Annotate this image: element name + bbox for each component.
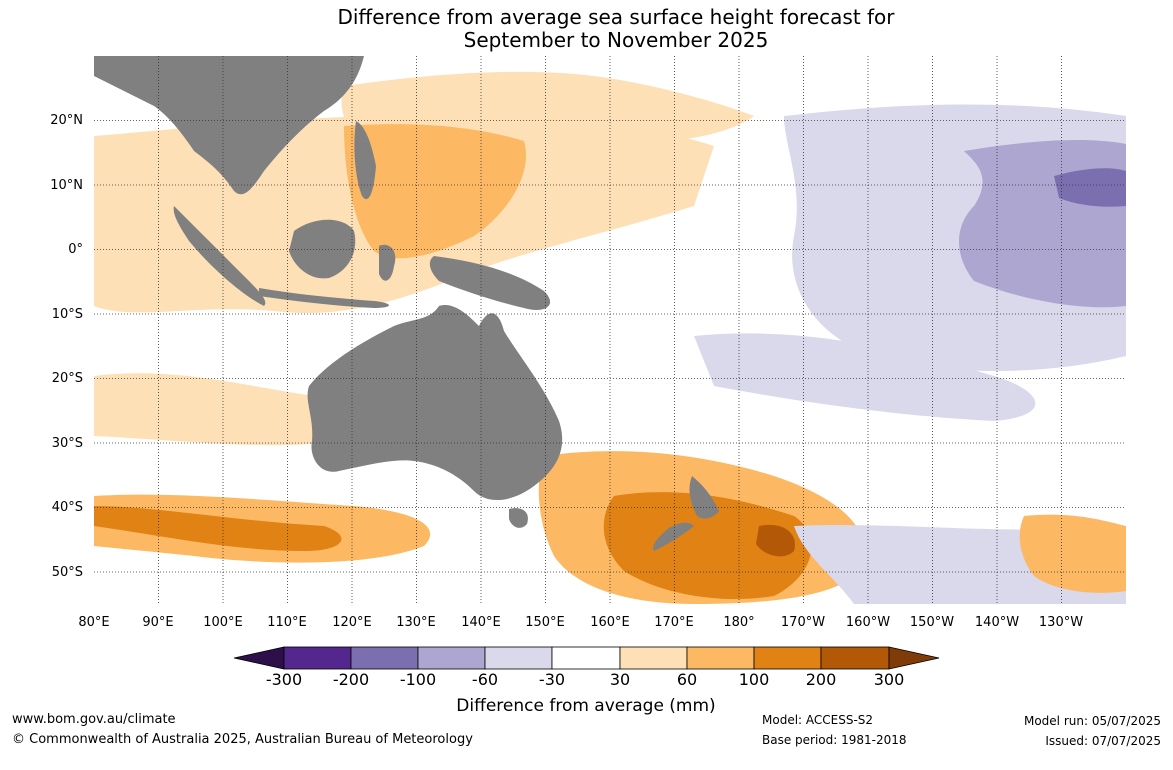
anomaly-tropical-south-pacific — [694, 333, 1036, 421]
title-line-2: September to November 2025 — [463, 28, 769, 52]
lat-label-20s: 20°S — [51, 371, 83, 386]
map-title: Difference from average sea surface heig… — [0, 6, 1173, 52]
title-line-1: Difference from average sea surface heig… — [337, 5, 895, 29]
anomaly-tasman-sea-peak — [756, 524, 795, 557]
lat-label-equator: 0° — [68, 242, 83, 257]
colorbar-segment-100-200 — [753, 646, 822, 670]
lon-label-130w: 130°W — [1038, 615, 1084, 630]
colorbar-segment-30-60 — [619, 646, 688, 670]
colorbar-segment-60-30 — [484, 646, 553, 670]
model-run-date: Model run: 05/07/2025 — [1023, 714, 1161, 728]
lat-label-50s: 50°S — [51, 565, 83, 580]
colorbar-tick-60: 60 — [676, 670, 698, 689]
lat-label-20n: 20°N — [50, 113, 83, 128]
colorbar-label: Difference from average (mm) — [456, 696, 716, 716]
colorbar-segment-below-300 — [234, 646, 285, 670]
graticule — [94, 56, 1126, 604]
lon-label-120e: 120°E — [332, 615, 372, 630]
lat-label-10s: 10°S — [51, 307, 83, 322]
land-java-islands — [259, 288, 389, 308]
colorbar-tick-minus-60: -60 — [471, 670, 499, 689]
lon-label-90e: 90°E — [142, 615, 174, 630]
sea-surface-height-map — [94, 56, 1126, 604]
lat-label-30s: 30°S — [51, 436, 83, 451]
lon-label-140w: 140°W — [974, 615, 1020, 630]
lon-label-140e: 140°E — [461, 615, 501, 630]
colorbar-tick-30: 30 — [609, 670, 631, 689]
model-name: Model: ACCESS-S2 — [762, 713, 874, 727]
copyright-text: © Commonwealth of Australia 2025, Austra… — [12, 732, 473, 747]
land-new-guinea — [429, 256, 551, 311]
colorbar-tick-minus-100: -100 — [399, 670, 437, 689]
colorbar-segment-300-200 — [283, 646, 352, 670]
lon-label-110e: 110°E — [267, 615, 307, 630]
anomaly-east-pacific-moderate — [959, 140, 1126, 308]
website-link[interactable]: www.bom.gov.au/climate — [12, 712, 176, 727]
land-philippines — [354, 121, 376, 200]
anomaly-south-pacific-east — [1019, 514, 1126, 593]
colorbar-segment-100-60 — [417, 646, 486, 670]
colorbar-segment-60-100 — [686, 646, 755, 670]
lat-label-10n: 10°N — [50, 178, 83, 193]
lon-label-150e: 150°E — [525, 615, 565, 630]
colorbar-tick-minus-200: -200 — [332, 670, 370, 689]
lon-label-150w: 150°W — [909, 615, 955, 630]
land-asia-mainland — [94, 56, 364, 195]
land-new-zealand — [653, 476, 719, 551]
lon-label-170w: 170°W — [780, 615, 826, 630]
colorbar-segment-above-300 — [888, 646, 940, 670]
land-masses — [94, 56, 719, 551]
lon-label-100e: 100°E — [203, 615, 243, 630]
lon-label-160w: 160°W — [845, 615, 891, 630]
colorbar-tick-300: 300 — [873, 670, 905, 689]
lon-label-130e: 130°E — [396, 615, 436, 630]
lat-label-40s: 40°S — [51, 500, 83, 515]
lon-label-170e: 170°E — [654, 615, 694, 630]
colorbar-segment-200-100 — [350, 646, 419, 670]
colorbar-segment-30-30 — [551, 646, 621, 670]
anomaly-indian-ocean-band — [94, 373, 352, 446]
colorbar-tick-100: 100 — [738, 670, 770, 689]
land-sulawesi — [379, 244, 396, 281]
anomaly-southern-ocean-west-strong — [94, 506, 342, 551]
colorbar-tick-minus-300: -300 — [265, 670, 303, 689]
colorbar-tick-minus-30: -30 — [538, 670, 566, 689]
lon-label-160e: 160°E — [590, 615, 630, 630]
issued-date: Issued: 07/07/2025 — [1045, 734, 1161, 748]
anomaly-maritime-continent — [344, 124, 526, 259]
land-sumatra — [173, 206, 266, 306]
land-borneo — [289, 219, 356, 279]
colorbar-tick-200: 200 — [805, 670, 837, 689]
colorbar-segment-200-300 — [820, 646, 890, 670]
anomaly-east-pacific-strong — [1054, 168, 1126, 207]
lon-label-180: 180° — [723, 615, 755, 630]
land-australia — [307, 305, 563, 501]
lon-label-80e: 80°E — [78, 615, 110, 630]
colorbar — [234, 646, 940, 670]
map-canvas — [94, 56, 1126, 604]
land-tasmania — [509, 508, 528, 528]
base-period: Base period: 1981-2018 — [762, 733, 907, 747]
